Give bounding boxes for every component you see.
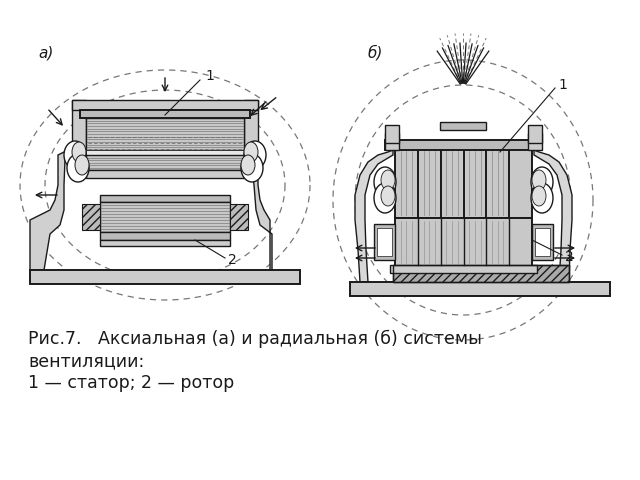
Ellipse shape <box>241 155 255 175</box>
Polygon shape <box>244 148 272 270</box>
Bar <box>528 125 542 143</box>
Bar <box>393 265 569 282</box>
Ellipse shape <box>374 167 396 197</box>
Bar <box>86 155 244 170</box>
Ellipse shape <box>75 155 89 175</box>
Ellipse shape <box>244 141 266 169</box>
Bar <box>82 204 100 230</box>
Ellipse shape <box>374 183 396 213</box>
Bar <box>86 110 244 118</box>
Bar <box>100 202 230 232</box>
Bar <box>390 265 537 273</box>
Polygon shape <box>355 150 393 282</box>
Text: Рис.7.   Аксиальная (а) и радиальная (б) системы: Рис.7. Аксиальная (а) и радиальная (б) с… <box>28 330 482 348</box>
Bar <box>440 122 486 130</box>
Bar <box>86 150 244 155</box>
Bar <box>350 282 610 296</box>
Text: б): б) <box>368 45 383 61</box>
Text: 2: 2 <box>565 250 573 264</box>
Bar <box>393 265 569 282</box>
Bar <box>100 232 230 240</box>
Ellipse shape <box>72 142 86 162</box>
Bar <box>30 270 300 284</box>
Ellipse shape <box>244 142 258 162</box>
Bar <box>86 118 244 150</box>
Bar <box>385 133 399 150</box>
Bar <box>72 100 86 160</box>
Ellipse shape <box>531 183 553 213</box>
Text: 1: 1 <box>558 78 567 92</box>
Ellipse shape <box>67 154 89 182</box>
Ellipse shape <box>532 170 546 190</box>
Bar <box>100 195 230 202</box>
Bar <box>100 240 230 246</box>
Text: 1: 1 <box>205 69 214 83</box>
Ellipse shape <box>531 167 553 197</box>
Ellipse shape <box>64 141 86 169</box>
Text: 1 — статор; 2 — ротор: 1 — статор; 2 — ротор <box>28 374 234 392</box>
Text: вентиляции:: вентиляции: <box>28 352 144 370</box>
Ellipse shape <box>241 154 263 182</box>
Ellipse shape <box>381 170 395 190</box>
Bar <box>535 228 550 256</box>
Bar <box>385 140 542 150</box>
Bar <box>86 170 244 178</box>
Bar <box>80 110 250 118</box>
Text: 2: 2 <box>228 253 237 267</box>
Polygon shape <box>534 150 572 282</box>
Polygon shape <box>30 148 72 270</box>
Bar <box>377 228 392 256</box>
Bar <box>244 100 258 160</box>
Ellipse shape <box>381 186 395 206</box>
Bar <box>528 133 542 150</box>
Bar <box>395 148 532 218</box>
Bar <box>72 100 258 110</box>
Bar <box>374 224 395 260</box>
Text: а): а) <box>38 46 53 61</box>
Bar <box>385 125 399 143</box>
Bar <box>532 224 553 260</box>
Bar <box>230 204 248 230</box>
Ellipse shape <box>532 186 546 206</box>
Bar <box>395 218 532 266</box>
